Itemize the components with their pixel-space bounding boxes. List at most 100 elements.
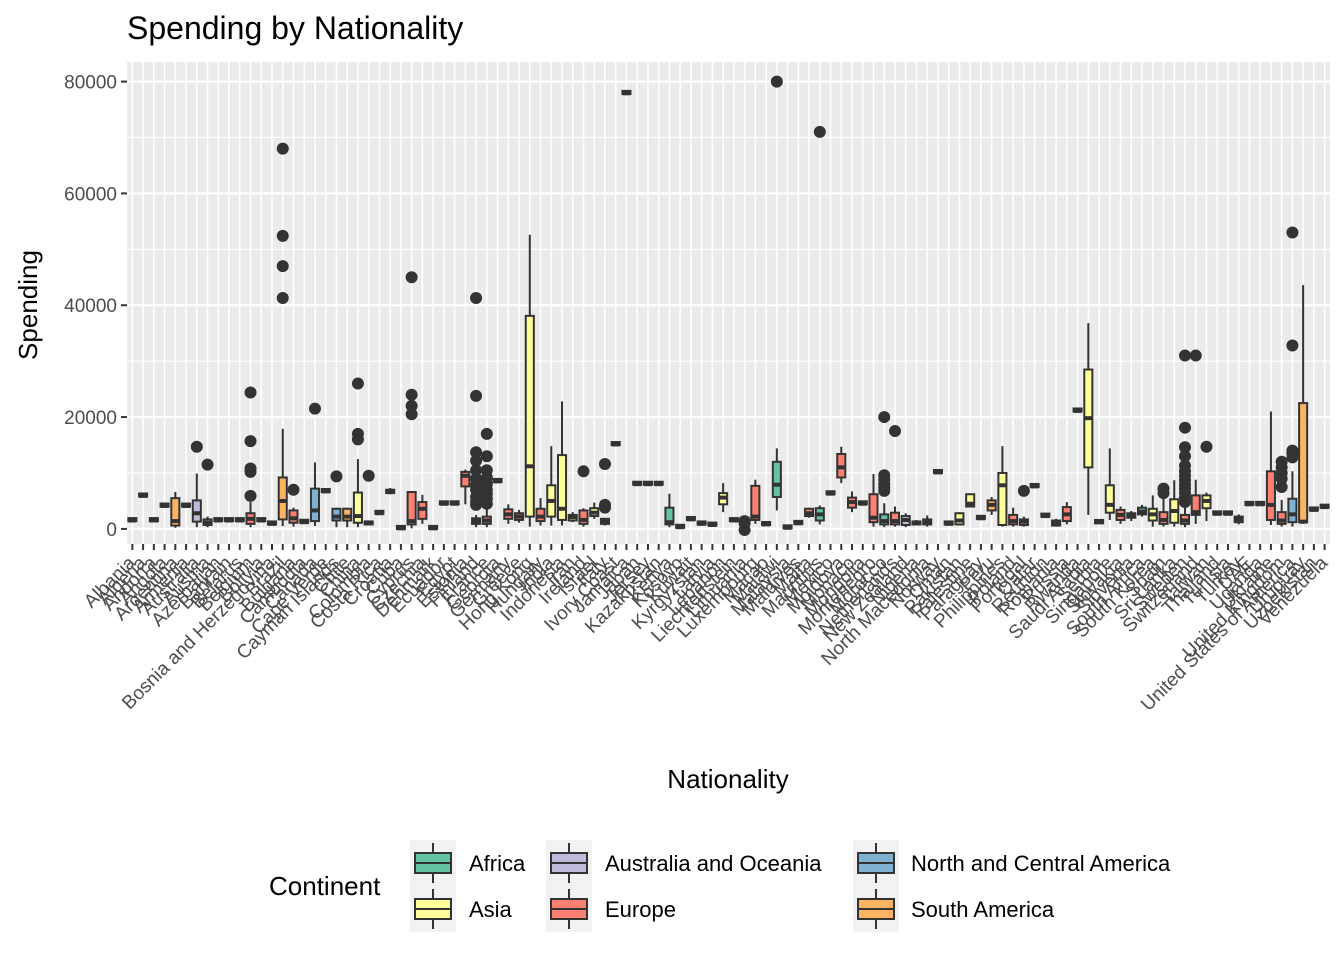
box-South Korea: [1147, 495, 1158, 527]
box-Australia: [190, 440, 203, 528]
outlier-point: [1275, 480, 1288, 493]
outlier-point: [405, 271, 418, 284]
box-iqr: [406, 490, 417, 526]
outlier-point: [287, 483, 300, 496]
box-iqr: [1287, 497, 1298, 524]
legend-entry-North and Central America: North and Central America: [853, 840, 1171, 886]
outlier-point: [330, 470, 343, 483]
box-iqr: [170, 497, 181, 527]
box-Malaysia: [782, 524, 793, 530]
box-Peru: [986, 497, 997, 515]
outlier-point: [1189, 349, 1202, 362]
outlier-point: [1286, 339, 1299, 352]
outlier-point: [244, 489, 257, 502]
y-tick-label: 60000: [64, 184, 117, 205]
box-Italy: [598, 458, 611, 526]
outlier-point: [1200, 440, 1213, 453]
outlier-point: [1157, 487, 1170, 500]
outlier-point: [1178, 349, 1191, 362]
box-iqr: [1265, 470, 1276, 521]
box-Rwanda: [1072, 407, 1083, 413]
box-Oman: [943, 520, 954, 526]
outlier-point: [738, 515, 751, 528]
outlier-point: [888, 425, 901, 438]
box-India: [546, 446, 557, 526]
outlier-point: [1286, 226, 1299, 239]
outlier-point: [878, 411, 891, 424]
outlier-point: [470, 291, 483, 304]
outlier-point: [276, 229, 289, 242]
box-iqr: [524, 314, 535, 518]
box-Netherlands: [888, 425, 901, 527]
box-Romania: [1051, 518, 1062, 527]
box-Luxembourg: [750, 479, 761, 524]
box-iqr: [460, 470, 471, 488]
box-Uganda: [1255, 500, 1266, 507]
box-iqr: [191, 499, 202, 523]
box-Pakistan: [954, 512, 965, 526]
outlier-point: [1017, 484, 1030, 497]
outlier-point: [244, 386, 257, 399]
x-axis: AlbaniaAlgeriaAndorraAngolaArgentinaArme…: [80, 544, 1332, 715]
box-iqr: [1276, 511, 1287, 525]
box-iqr: [771, 460, 782, 499]
box-Moldova: [836, 446, 847, 484]
outlier-point: [308, 402, 321, 415]
outlier-point: [470, 498, 483, 511]
box-Iran: [567, 512, 578, 523]
outlier-point: [405, 408, 418, 421]
outlier-point: [351, 377, 364, 390]
grid-lines: [127, 62, 1330, 544]
box-Armenia: [181, 502, 192, 508]
box-Azerbaijan: [213, 517, 224, 523]
legend-entry-Europe: Europe: [546, 886, 676, 932]
box-Lithuania: [738, 515, 751, 537]
box-iqr: [309, 487, 320, 523]
box-Mongolia: [857, 500, 868, 506]
box-Paraguay: [975, 514, 986, 521]
outlier-point: [878, 484, 891, 497]
box-Denmark: [428, 524, 439, 531]
box-Austria: [201, 458, 214, 528]
box-Malta: [804, 507, 815, 518]
outlier-point: [470, 464, 483, 477]
box-North Macedonia: [922, 515, 933, 527]
outlier-point: [1178, 421, 1191, 434]
box-iqr: [1104, 484, 1115, 514]
box-Cuba: [395, 524, 406, 531]
box-Slovenia: [1126, 511, 1137, 522]
box-Colombia: [362, 469, 375, 526]
box-Venezuela: [1319, 503, 1330, 510]
y-tick-label: 40000: [64, 296, 117, 317]
outlier-point: [813, 125, 826, 138]
legend-entry-Africa: Africa: [410, 840, 526, 886]
box-Macao: [761, 520, 772, 527]
box-Philippines: [997, 446, 1008, 527]
box-Israel: [589, 502, 600, 519]
outlier-point: [480, 450, 493, 463]
legend-label: Africa: [469, 851, 526, 876]
box-Bulgaria: [287, 483, 300, 527]
box-Palestine: [965, 493, 976, 508]
box-Tunisia: [1222, 510, 1233, 516]
legend-entry-South America: South America: [853, 886, 1055, 932]
legend-label: Europe: [605, 897, 676, 922]
box-Ivory Coast: [610, 441, 621, 447]
outlier-point: [1178, 496, 1191, 509]
box-iqr: [556, 454, 568, 521]
outlier-point: [1178, 450, 1191, 463]
box-Belarus: [234, 517, 245, 523]
outlier-point: [244, 435, 257, 448]
box-Lebanon: [718, 483, 729, 513]
y-tick-label: 0: [106, 520, 117, 541]
box-Belgium: [244, 386, 257, 528]
box-Uruguay: [1298, 285, 1309, 524]
box-Russia: [1061, 502, 1072, 525]
box-Singapore: [1104, 448, 1115, 520]
box-Cyprus: [405, 271, 418, 529]
box-Croatia: [385, 488, 396, 495]
legend: Continent Africa Asia Australia and Oceani…: [269, 840, 1171, 932]
box-Costa Rica: [374, 509, 385, 516]
outlier-point: [770, 75, 783, 88]
